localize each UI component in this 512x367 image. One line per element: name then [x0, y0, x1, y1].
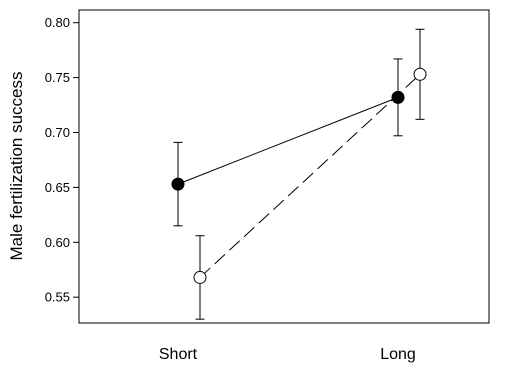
- plot-frame: [78, 9, 490, 324]
- y-tick-label: 0.75: [45, 70, 70, 85]
- data-point: [391, 90, 405, 104]
- data-point: [193, 270, 207, 284]
- y-tick-label: 0.70: [45, 125, 70, 140]
- y-axis: 0.80 0.75 0.70 0.65 0.60 0.55: [45, 15, 79, 305]
- x-category-label: Long: [380, 346, 416, 363]
- series-line: [177, 96, 399, 185]
- series-layer: [171, 28, 427, 320]
- data-point: [413, 67, 427, 81]
- series-line: [199, 73, 421, 278]
- y-tick-label: 0.60: [45, 235, 70, 250]
- data-point: [171, 177, 185, 191]
- y-axis-title: Male fertilization success: [7, 72, 26, 261]
- x-category-label: Short: [159, 346, 198, 363]
- y-tick-label: 0.55: [45, 290, 70, 305]
- y-tick-label: 0.65: [45, 180, 70, 195]
- x-axis: Short Long: [159, 346, 416, 363]
- y-tick-label: 0.80: [45, 15, 70, 30]
